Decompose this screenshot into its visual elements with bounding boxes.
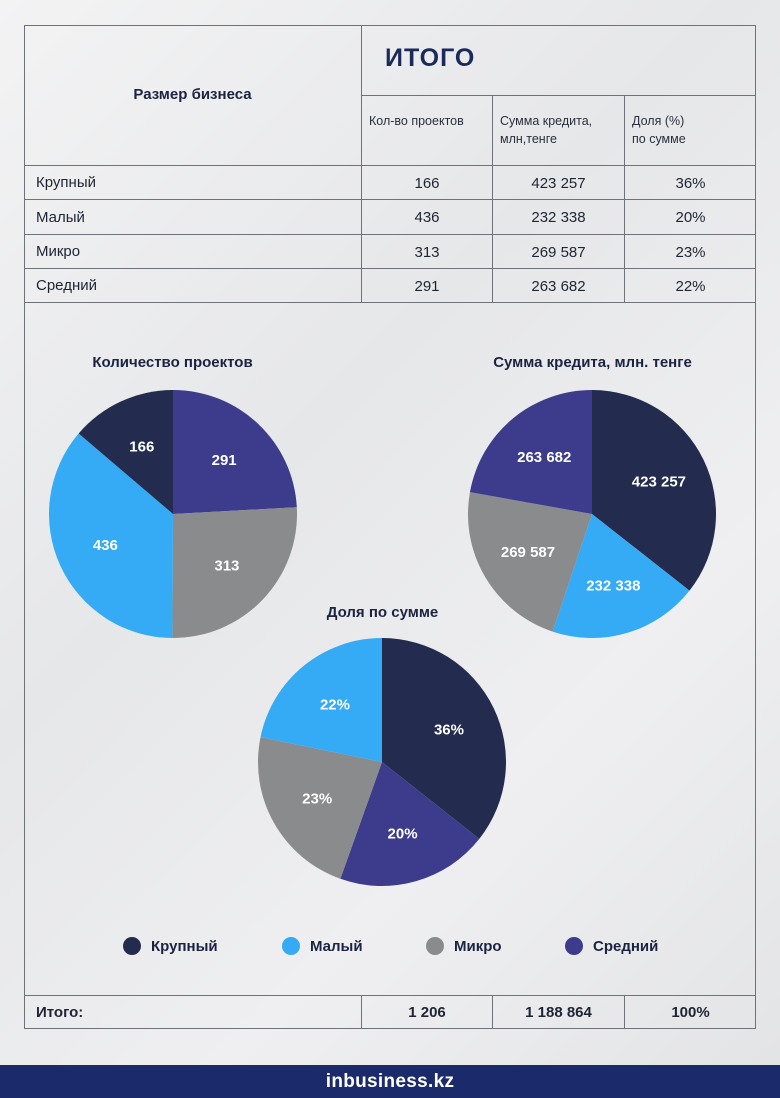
total-sum: 1 188 864 <box>525 1004 592 1021</box>
row-projects: 166 <box>414 175 440 192</box>
pie-slice-3 <box>468 492 592 632</box>
pie-slice-3 <box>49 433 173 638</box>
row-divider <box>24 234 756 235</box>
pie-slice-4 <box>469 390 592 514</box>
pie-slice-label: 166 <box>129 438 154 455</box>
pie-slice-1 <box>592 390 716 591</box>
col-header-share-line1: Доля (%) <box>632 114 685 128</box>
footer-bar: inbusiness.kz <box>0 1065 780 1098</box>
pie-slice-label: 23% <box>302 791 332 808</box>
row-name: Микро <box>36 243 81 260</box>
row-share: 36% <box>675 175 706 192</box>
total-share: 100% <box>671 1004 710 1021</box>
pie-slice-3 <box>258 737 382 879</box>
legend-item: Малый <box>282 937 363 955</box>
row-share: 20% <box>675 209 706 226</box>
row-divider <box>24 199 756 200</box>
legend-label: Малый <box>310 937 363 955</box>
pie-slice-label: 263 682 <box>517 449 571 466</box>
legend-item: Микро <box>426 937 502 955</box>
row-divider <box>24 165 756 166</box>
pie-slice-label: 423 257 <box>632 473 686 490</box>
chart-title-sum: Сумма кредита, млн. тенге <box>493 354 692 371</box>
legend-swatch <box>282 937 300 955</box>
pie-slice-2 <box>340 762 480 886</box>
table-title: ИТОГО <box>385 44 476 72</box>
pie-slice-4 <box>78 390 173 514</box>
legend-label: Крупный <box>151 937 218 955</box>
col-divider <box>624 995 625 1029</box>
pie-slice-label: 291 <box>212 452 237 469</box>
pie-chart-sum: 423 257 232 338 269 587 263 682 <box>468 390 716 638</box>
legend-label: Микро <box>454 937 502 955</box>
pie-slice-label: 313 <box>214 557 239 574</box>
legend-item: Крупный <box>123 937 218 955</box>
row-sum: 423 257 <box>531 175 586 192</box>
row-sum: 232 338 <box>531 209 586 226</box>
pie-slice-label: 36% <box>434 722 464 739</box>
legend-swatch <box>123 937 141 955</box>
col-header-share-line2: по сумме <box>632 132 686 146</box>
pie-slice-2 <box>552 514 690 638</box>
pie-chart-projects: 291 313 436 166 <box>49 390 297 638</box>
col-divider <box>361 995 362 1029</box>
col-divider <box>361 25 362 302</box>
pie-slice-label: 436 <box>93 537 118 554</box>
pie-slice-label: 232 338 <box>586 577 640 594</box>
row-divider <box>24 302 756 303</box>
row-share: 22% <box>675 278 706 295</box>
total-label: Итого: <box>36 1004 84 1021</box>
legend-item: Средний <box>565 937 658 955</box>
pie-slice-2 <box>172 507 297 638</box>
row-projects: 313 <box>414 244 440 261</box>
brand-logo[interactable]: inbusiness.kz <box>325 1070 455 1092</box>
row-projects: 436 <box>414 209 440 226</box>
business-size-header: Размер бизнеса <box>133 86 252 103</box>
col-header-projects: Кол-во проектов <box>369 114 464 128</box>
col-divider <box>492 95 493 302</box>
pie-slice-1 <box>382 638 506 839</box>
chart-title-share: Доля по сумме <box>326 604 439 621</box>
legend-swatch <box>565 937 583 955</box>
pie-slice-4 <box>260 638 382 762</box>
col-header-sum-line2: млн,тенге <box>500 132 557 146</box>
header-divider <box>361 95 756 96</box>
col-divider <box>492 995 493 1029</box>
total-divider <box>24 995 756 996</box>
pie-slice-label: 22% <box>320 696 350 713</box>
row-projects: 291 <box>414 278 440 295</box>
pie-slice-1 <box>173 390 297 514</box>
col-divider <box>624 95 625 302</box>
chart-title-projects: Количество проектов <box>92 354 253 371</box>
col-header-sum-line1: Сумма кредита, <box>500 114 593 128</box>
pie-slice-label: 269 587 <box>501 544 555 561</box>
legend-swatch <box>426 937 444 955</box>
pie-slice-label: 20% <box>388 826 418 843</box>
table-frame <box>24 25 756 1029</box>
row-name: Крупный <box>36 174 96 191</box>
row-sum: 269 587 <box>531 244 586 261</box>
pie-chart-share: 36% 20% 23% 22% <box>258 638 506 886</box>
row-divider <box>24 268 756 269</box>
col-header-share: Доля (%) по сумме <box>632 112 686 148</box>
row-share: 23% <box>675 244 706 261</box>
row-name: Малый <box>36 209 85 226</box>
total-projects: 1 206 <box>408 1004 446 1021</box>
row-sum: 263 682 <box>531 278 586 295</box>
row-name: Средний <box>36 277 97 294</box>
col-header-sum: Сумма кредита, млн,тенге <box>500 112 592 148</box>
legend-label: Средний <box>593 937 659 955</box>
